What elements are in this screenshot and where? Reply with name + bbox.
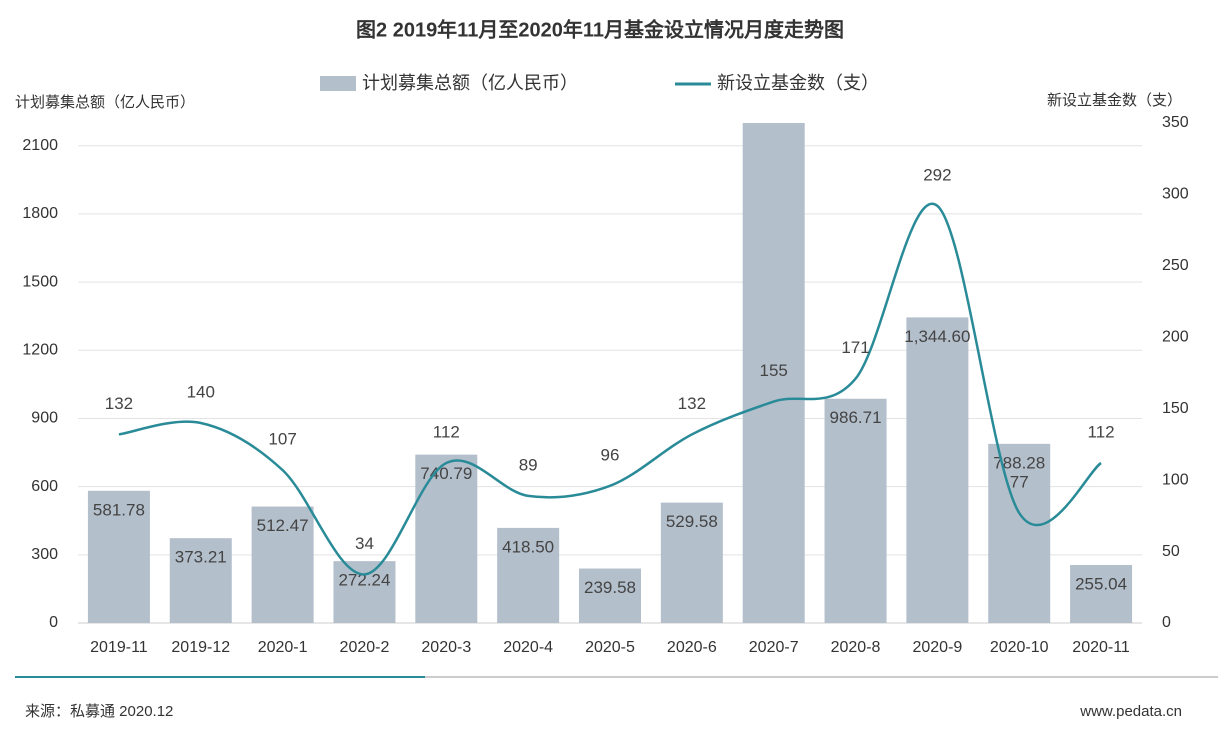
x-tick-label: 2020-6 [667, 639, 717, 656]
bar-value-label: 272.24 [338, 571, 390, 590]
x-tick-label: 2020-10 [990, 639, 1049, 656]
bar [988, 443, 1051, 623]
line-value-label: 89 [519, 455, 538, 474]
y-axis-title: 计划募集总额（亿人民币） [15, 94, 195, 111]
bar-value-label: 512.47 [257, 516, 309, 535]
bar [906, 317, 969, 623]
bar [1070, 565, 1133, 623]
y-tick-label: 600 [31, 478, 58, 495]
y2-tick-label: 200 [1162, 329, 1189, 346]
y2-tick-label: 50 [1162, 543, 1180, 560]
y-tick-label: 900 [31, 410, 58, 427]
line-value-label: 132 [105, 394, 133, 413]
line-value-label: 140 [187, 382, 215, 401]
bar-value-label: 986.71 [830, 408, 882, 427]
line-value-label: 171 [841, 338, 869, 357]
x-tick-label: 2020-11 [1072, 639, 1130, 656]
x-tick-label: 2020-1 [258, 639, 308, 656]
y2-tick-label: 150 [1162, 400, 1189, 417]
source: 来源：私募通 2020.12 [25, 703, 173, 720]
y2-tick-label: 300 [1162, 186, 1189, 203]
bar [742, 123, 805, 623]
bar [169, 538, 232, 623]
bar-value-label: 418.50 [502, 537, 554, 556]
x-tick-label: 2020-2 [340, 639, 390, 656]
bar-value-label: 529.58 [666, 512, 718, 531]
x-tick-label: 2020-8 [831, 639, 881, 656]
bar-value-label: 255.04 [1075, 575, 1127, 594]
x-tick-label: 2019-11 [90, 639, 148, 656]
line-value-label: 96 [601, 445, 620, 464]
website: www.pedata.cn [1079, 703, 1182, 720]
line-value-label: 155 [760, 361, 788, 380]
y2-axis-title: 新设立基金数（支） [1047, 92, 1182, 109]
y2-tick-label: 100 [1162, 471, 1189, 488]
bar-value-label: 581.78 [93, 500, 145, 519]
bar-value-label: 740.79 [420, 464, 472, 483]
line-value-label: 132 [678, 394, 706, 413]
x-tick-label: 2020-5 [585, 639, 635, 656]
line-value-label: 107 [268, 430, 296, 449]
bar-value-label: 1,344.60 [904, 327, 970, 346]
bar-value-label: 373.21 [175, 548, 227, 567]
y-tick-label: 1800 [22, 205, 58, 222]
chart-title: 图2 2019年11月至2020年11月基金设立情况月度走势图 [356, 17, 844, 41]
bar [579, 568, 641, 623]
line-value-label: 112 [1088, 422, 1115, 441]
legend-label: 新设立基金数（支） [717, 73, 879, 93]
y2-tick-label: 0 [1162, 614, 1171, 631]
bar [497, 527, 560, 623]
x-tick-label: 2020-3 [421, 639, 471, 656]
legend-swatch [320, 76, 356, 91]
bar [660, 502, 723, 623]
y-tick-label: 1200 [22, 341, 58, 358]
bar [251, 506, 314, 623]
x-tick-label: 2020-4 [503, 639, 553, 656]
legend-label: 计划募集总额（亿人民币） [362, 73, 578, 93]
bar [333, 561, 396, 623]
bar [824, 398, 887, 623]
x-tick-label: 2020-9 [912, 639, 962, 656]
bar [415, 454, 478, 623]
line-value-label: 292 [923, 165, 951, 184]
line-value-label: 77 [1010, 472, 1029, 491]
y-tick-label: 0 [49, 614, 58, 631]
bar [87, 490, 150, 623]
x-tick-label: 2019-12 [171, 639, 230, 656]
y2-tick-label: 350 [1162, 114, 1189, 131]
bar-value-label: 239.58 [584, 578, 636, 597]
y2-tick-label: 250 [1162, 257, 1189, 274]
x-tick-label: 2020-7 [749, 639, 799, 656]
y-tick-label: 1500 [22, 273, 58, 290]
y-tick-label: 300 [31, 546, 58, 563]
line [118, 202, 1102, 576]
line-value-label: 112 [433, 422, 460, 441]
y-tick-label: 2100 [22, 137, 58, 154]
bar-value-label: 788.28 [993, 453, 1045, 472]
line-value-label: 34 [355, 534, 374, 553]
